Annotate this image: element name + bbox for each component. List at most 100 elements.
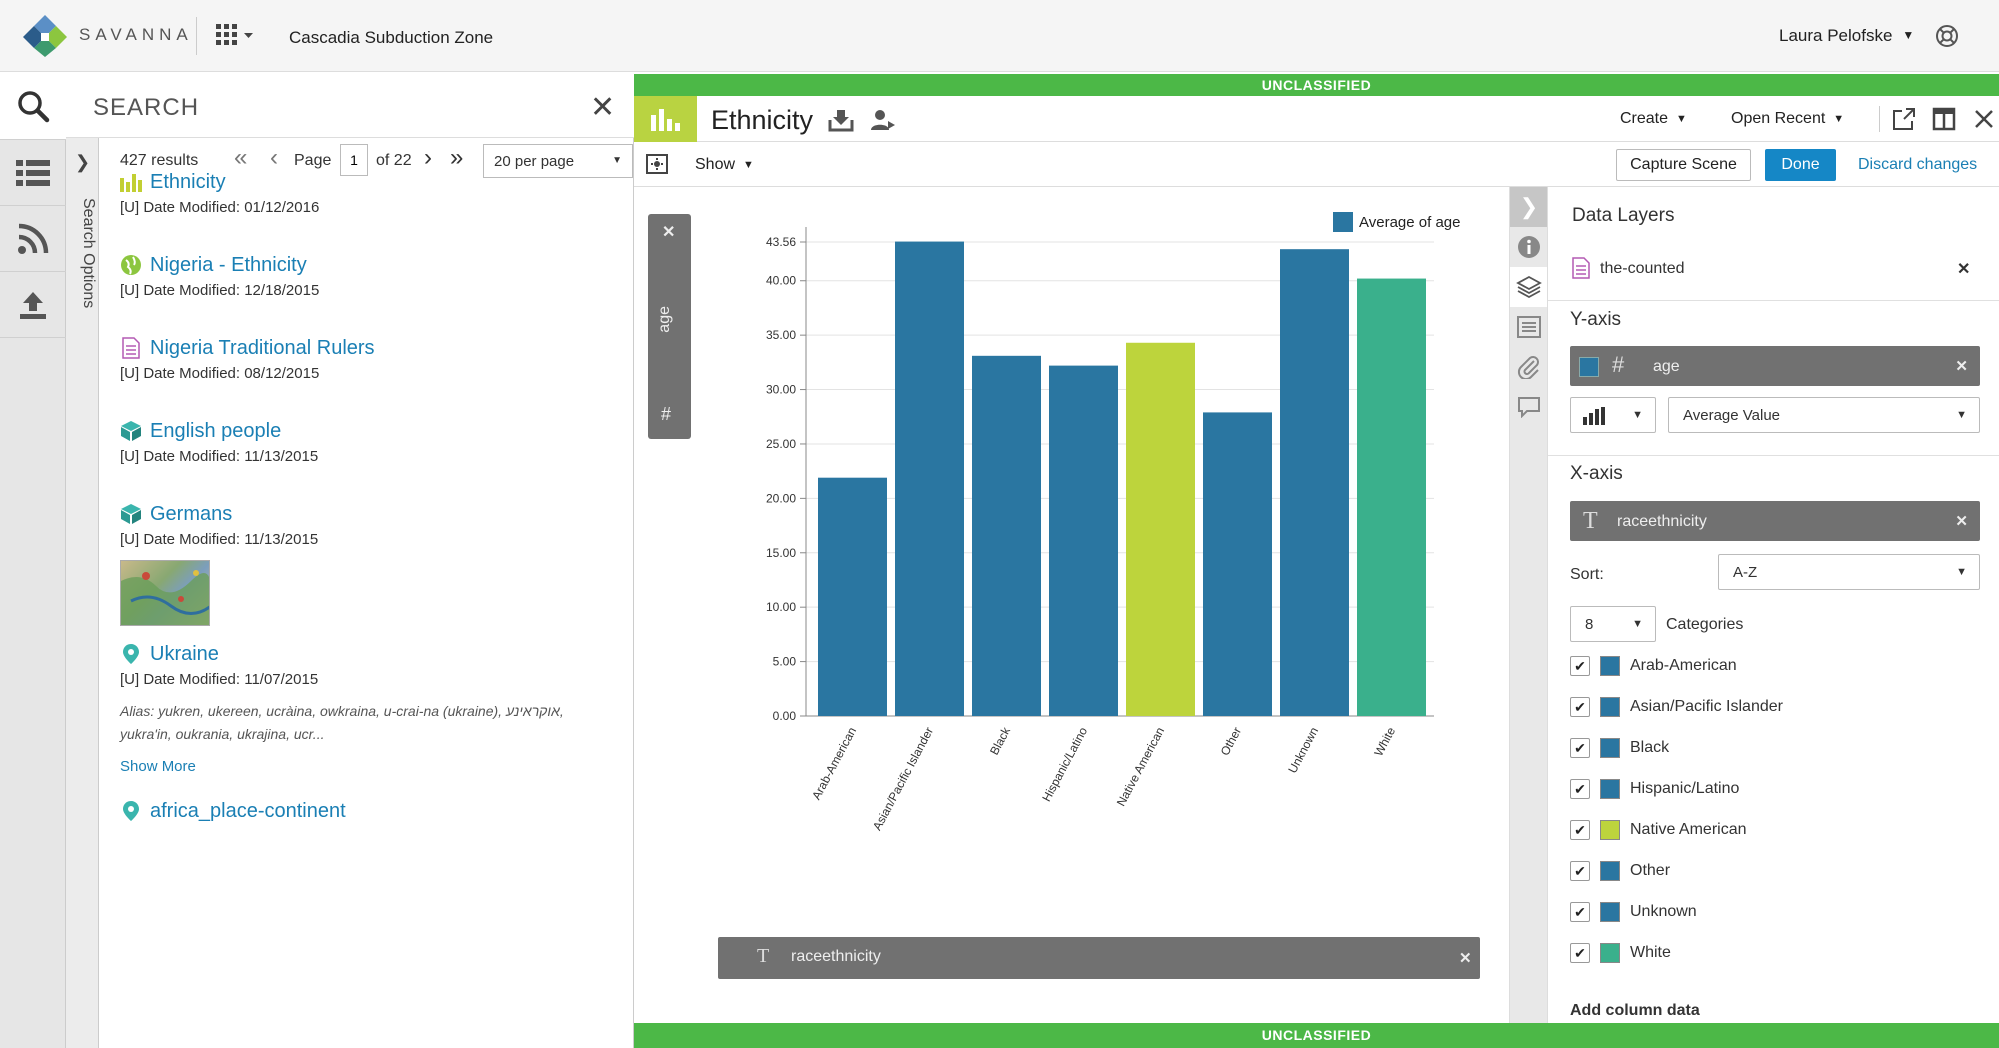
category-color-swatch[interactable] (1600, 902, 1620, 922)
add-column-data-link[interactable]: Add column data (1570, 1002, 1700, 1019)
result-title-link[interactable]: Ethnicity (150, 170, 226, 193)
list-view-tab[interactable] (1510, 307, 1548, 347)
create-menu[interactable]: Create ▼ (1620, 110, 1687, 128)
paperclip-icon (1517, 356, 1539, 379)
category-color-swatch[interactable] (1600, 943, 1620, 963)
next-page-icon[interactable]: › (424, 144, 432, 171)
aggregation-select[interactable]: Average Value ▼ (1668, 397, 1980, 433)
category-checkbox[interactable]: ✔ (1570, 902, 1590, 922)
page-label: Page (294, 152, 332, 169)
category-color-swatch[interactable] (1600, 820, 1620, 840)
share-user-icon[interactable] (870, 108, 896, 132)
remove-layer-icon[interactable]: ✕ (1957, 261, 1971, 278)
app-grid-icon[interactable] (216, 24, 256, 48)
collapse-panel-tab[interactable]: ❯ (1510, 187, 1548, 227)
category-item[interactable]: ✔ Black (1570, 736, 1970, 760)
layers-tab[interactable] (1510, 267, 1548, 307)
result-title-link[interactable]: Nigeria Traditional Rulers (150, 336, 375, 359)
y-tick-label: 40.00 (766, 274, 796, 288)
result-title-link[interactable]: africa_place-continent (150, 799, 346, 822)
help-lifebuoy-icon[interactable] (1935, 24, 1959, 48)
popout-window-icon[interactable] (1892, 107, 1916, 131)
visualization-title[interactable]: Ethnicity (711, 105, 814, 135)
category-item[interactable]: ✔ Asian/Pacific Islander (1570, 695, 1970, 719)
category-color-swatch[interactable] (1600, 656, 1620, 676)
result-thumbnail-image[interactable] (120, 560, 210, 626)
category-checkbox[interactable]: ✔ (1570, 738, 1590, 758)
bar-chart-icon (1583, 407, 1605, 425)
close-icon[interactable]: ✕ (662, 224, 676, 241)
save-download-icon[interactable] (828, 108, 854, 132)
bar-chart-type-icon[interactable] (634, 96, 697, 142)
attachments-tab[interactable] (1510, 347, 1548, 387)
top-bar: SAVANNA Cascadia Subduction Zone Laura P… (0, 0, 1999, 72)
category-item[interactable]: ✔ Other (1570, 859, 1970, 883)
y-axis-field[interactable]: # age ✕ (1570, 346, 1980, 386)
category-item[interactable]: ✔ Native American (1570, 818, 1970, 842)
x-axis-field-pill[interactable]: T raceethnicity ✕ (718, 937, 1480, 979)
y-tick-label: 25.00 (766, 437, 796, 451)
result-title-link[interactable]: Ukraine (150, 642, 219, 665)
category-color-swatch[interactable] (1600, 779, 1620, 799)
close-icon[interactable]: ✕ (1955, 513, 1968, 530)
user-menu[interactable]: Laura Pelofske ▼ (1779, 26, 1914, 46)
last-page-icon[interactable]: » (450, 144, 464, 171)
divider (1548, 300, 1999, 301)
show-more-link[interactable]: Show More (120, 758, 196, 775)
nav-search-button[interactable] (0, 72, 66, 140)
category-color-swatch[interactable] (1600, 697, 1620, 717)
data-layer-item[interactable]: the-counted ✕ (1572, 257, 1982, 281)
result-title-link[interactable]: Germans (150, 502, 233, 525)
search-options-toggle[interactable]: ❯ Search Options (66, 138, 99, 1048)
info-tab[interactable] (1510, 227, 1548, 267)
info-icon (1518, 236, 1540, 258)
x-axis-field[interactable]: T raceethnicity ✕ (1570, 501, 1980, 541)
category-checkbox[interactable]: ✔ (1570, 697, 1590, 717)
category-color-swatch[interactable] (1600, 738, 1620, 758)
visualization-header: Ethnicity Create ▼ Open Recent ▼ (634, 96, 1999, 142)
nav-upload-button[interactable] (0, 272, 66, 338)
discard-changes-link[interactable]: Discard changes (1858, 156, 1978, 173)
category-item[interactable]: ✔ White (1570, 941, 1970, 965)
open-recent-menu[interactable]: Open Recent ▼ (1731, 110, 1844, 128)
per-page-select[interactable]: 20 per page ▼ (483, 144, 633, 178)
category-item[interactable]: ✔ Unknown (1570, 900, 1970, 924)
show-menu[interactable]: Show ▼ (695, 156, 754, 174)
screenshot-icon[interactable] (646, 154, 668, 174)
x-tick-label: Hispanic/Latino (1039, 725, 1090, 804)
savanna-logo-icon[interactable] (22, 13, 68, 59)
result-title-link[interactable]: Nigeria - Ethnicity (150, 253, 307, 276)
nav-feed-button[interactable] (0, 206, 66, 272)
bar (895, 241, 964, 716)
close-icon[interactable]: ✕ (1459, 950, 1472, 967)
category-checkbox[interactable]: ✔ (1570, 656, 1590, 676)
close-icon[interactable] (1972, 107, 1996, 131)
page-number-input[interactable] (340, 144, 368, 176)
first-page-icon[interactable]: « (234, 144, 248, 171)
category-checkbox[interactable]: ✔ (1570, 779, 1590, 799)
done-button[interactable]: Done (1765, 149, 1836, 181)
bar (1280, 249, 1349, 716)
category-item[interactable]: ✔ Hispanic/Latino (1570, 777, 1970, 801)
capture-scene-button[interactable]: Capture Scene (1616, 149, 1751, 181)
y-tick-label: 15.00 (766, 546, 796, 560)
split-view-icon[interactable] (1932, 107, 1956, 131)
category-color-swatch[interactable] (1600, 861, 1620, 881)
nav-list-button[interactable] (0, 140, 66, 206)
sort-select[interactable]: A-Z ▼ (1718, 554, 1980, 590)
close-icon[interactable]: ✕ (1955, 358, 1968, 375)
category-checkbox[interactable]: ✔ (1570, 820, 1590, 840)
category-item[interactable]: ✔ Arab-American (1570, 654, 1970, 678)
result-title-link[interactable]: English people (150, 419, 282, 442)
category-count-select[interactable]: 8 ▼ (1570, 606, 1656, 642)
comments-tab[interactable] (1510, 387, 1548, 427)
aggregation-value: Average Value (1683, 407, 1781, 424)
close-search-icon[interactable]: ✕ (590, 91, 616, 124)
chart-type-select[interactable]: ▼ (1570, 397, 1656, 433)
y-axis-field-pill[interactable]: ✕ age # (648, 214, 691, 439)
category-checkbox[interactable]: ✔ (1570, 861, 1590, 881)
prev-page-icon[interactable]: ‹ (270, 144, 278, 171)
category-checkbox[interactable]: ✔ (1570, 943, 1590, 963)
workspace-title[interactable]: Cascadia Subduction Zone (289, 28, 494, 47)
series-color-swatch[interactable] (1579, 357, 1599, 377)
